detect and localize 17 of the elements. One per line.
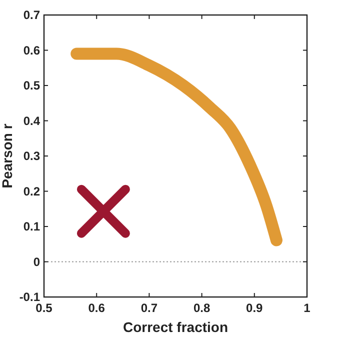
- x-tick-label: 1: [304, 301, 311, 315]
- x-tick-label: 0.5: [36, 301, 53, 315]
- y-tick-label: 0.7: [23, 8, 40, 22]
- x-axis-title: Correct fraction: [122, 319, 228, 335]
- y-tick-label: 0.3: [23, 149, 40, 163]
- x-tick-label: 0.7: [140, 301, 158, 315]
- y-tick-label: 0.1: [23, 220, 40, 234]
- x-tick-label: 0.9: [246, 301, 264, 315]
- y-tick-label: 0.4: [23, 114, 40, 128]
- y-tick-label: 0: [33, 254, 40, 269]
- x-tick-label: 0.8: [193, 301, 210, 315]
- y-tick-label: -0.1: [19, 290, 40, 304]
- x-tick-label: 0.6: [88, 301, 106, 315]
- y-tick-label: 0.5: [23, 78, 40, 92]
- y-axis-title: Pearson r: [0, 123, 15, 188]
- y-tick-label: 0.6: [23, 43, 40, 58]
- y-tick-label: 0.2: [23, 184, 40, 198]
